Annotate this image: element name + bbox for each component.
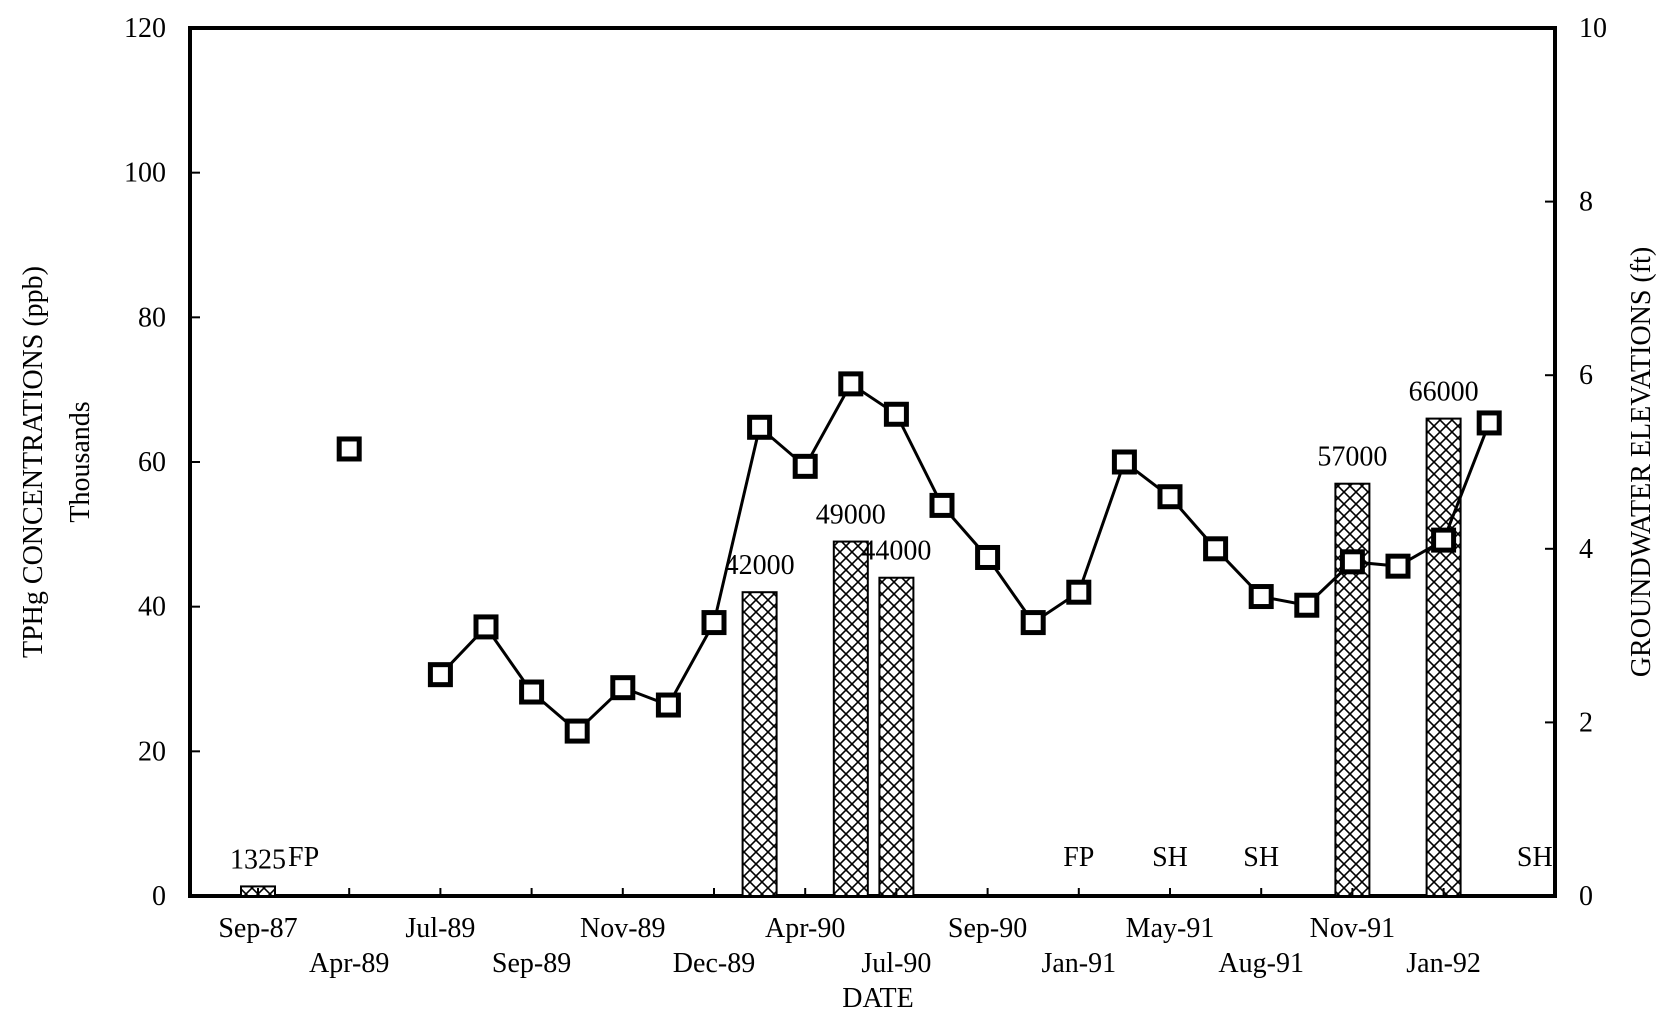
sample-status-label-2: FP [1063,842,1094,873]
y-left-tick-label-20: 20 [138,736,166,767]
concentration-bar-2 [741,591,778,897]
groundwater-point-22 [1385,553,1411,579]
groundwater-point-13 [975,544,1001,570]
x-tick-label-row2-6: Aug-91 [1218,948,1304,979]
sample-status-label-5: SH [1517,842,1553,873]
bar-value-label-6: 66000 [1409,377,1479,408]
bar-value-label-5: 57000 [1317,442,1387,473]
groundwater-marker-layer [336,371,1502,744]
groundwater-point-5 [610,675,636,701]
sample-status-label-1: FP [288,842,319,873]
x-axis-title: DATE [842,983,914,1013]
y-left-tick-label-80: 80 [138,302,166,333]
y-left-tick-label-0: 0 [152,881,166,912]
x-tick-label-row1-3: Nov-89 [580,913,666,944]
y-right-tick-label-0: 0 [1579,881,1593,912]
x-tick-label-row2-2: Sep-89 [492,948,571,979]
groundwater-point-1 [427,662,453,688]
y-axis-right-title: GROUNDWATER ELEVATIONS (ft) [1626,247,1657,677]
concentration-bar-5 [1334,482,1371,897]
y-axis-left-subtitle: Thousands [65,401,96,522]
sample-status-label-4: SH [1243,842,1279,873]
groundwater-point-11 [883,401,909,427]
groundwater-point-9 [792,453,818,479]
y-axis-left-title: TPHg CONCENTRATIONS (ppb) [18,266,49,658]
x-tick-label-row1-2: Jul-89 [405,913,475,944]
groundwater-point-12 [929,492,955,518]
axes-layer: 0 20 40 60 80 100 120 0 2 4 6 8 10 Sep-87 Jul-89 Nov-89… [124,13,1607,979]
labels-layer: 1325 42000 49000 44000 57000 66000 FP FP SH SH SH [230,377,1553,876]
y-right-tick-label-4: 4 [1579,534,1593,565]
bars-layer [240,417,1462,897]
bar-value-label-4: 44000 [861,536,931,567]
sample-status-label-3: SH [1152,842,1188,873]
groundwater-point-21 [1339,549,1365,575]
x-tick-label-row1-5: Sep-90 [948,913,1027,944]
groundwater-line-layer [439,381,1491,734]
groundwater-point-17 [1157,484,1183,510]
groundwater-line [439,381,1491,734]
bar-value-label-2: 42000 [725,550,795,581]
y-left-tick-label-40: 40 [138,592,166,623]
y-left-tick-label-100: 100 [124,158,166,189]
bar-value-label-3: 49000 [816,500,886,531]
x-tick-label-row1-6: May-91 [1126,913,1215,944]
y-right-tick-label-6: 6 [1579,360,1593,391]
groundwater-point-24 [1476,410,1502,436]
groundwater-point-20 [1294,592,1320,618]
groundwater-point-10 [838,371,864,397]
y-right-tick-label-2: 2 [1579,707,1593,738]
x-tick-label-row1-7: Nov-91 [1310,913,1396,944]
x-tick-label-row2-7: Jan-92 [1406,948,1481,979]
x-tick-label-row2-5: Jan-91 [1041,948,1116,979]
x-tick-label-row1-1: Sep-87 [218,913,297,944]
groundwater-point-7 [701,610,727,636]
y-right-tick-label-10: 10 [1579,13,1607,44]
x-tick-label-row2-4: Jul-90 [861,948,931,979]
concentration-bar-4 [878,576,915,897]
groundwater-point-18 [1203,536,1229,562]
groundwater-point-19 [1248,584,1274,610]
groundwater-point-15 [1066,579,1092,605]
groundwater-point-3 [519,679,545,705]
groundwater-point-16 [1111,449,1137,475]
groundwater-point-23 [1431,527,1457,553]
groundwater-point-4 [564,718,590,744]
x-tick-label-row2-3: Dec-89 [673,948,755,979]
concentration-bar-6 [1425,417,1462,897]
groundwater-point-6 [655,692,681,718]
groundwater-point-2 [473,614,499,640]
y-right-tick-label-8: 8 [1579,187,1593,218]
groundwater-point-8 [747,414,773,440]
x-tick-label-row1-4: Apr-90 [765,913,845,944]
concentration-bar-3 [832,540,869,897]
groundwater-isolated-point-1 [336,436,362,462]
groundwater-point-14 [1020,610,1046,636]
y-left-tick-label-120: 120 [124,13,166,44]
x-tick-label-row2-1: Apr-89 [309,948,389,979]
bar-value-label-1: 1325 [230,844,286,875]
y-left-tick-label-60: 60 [138,447,166,478]
